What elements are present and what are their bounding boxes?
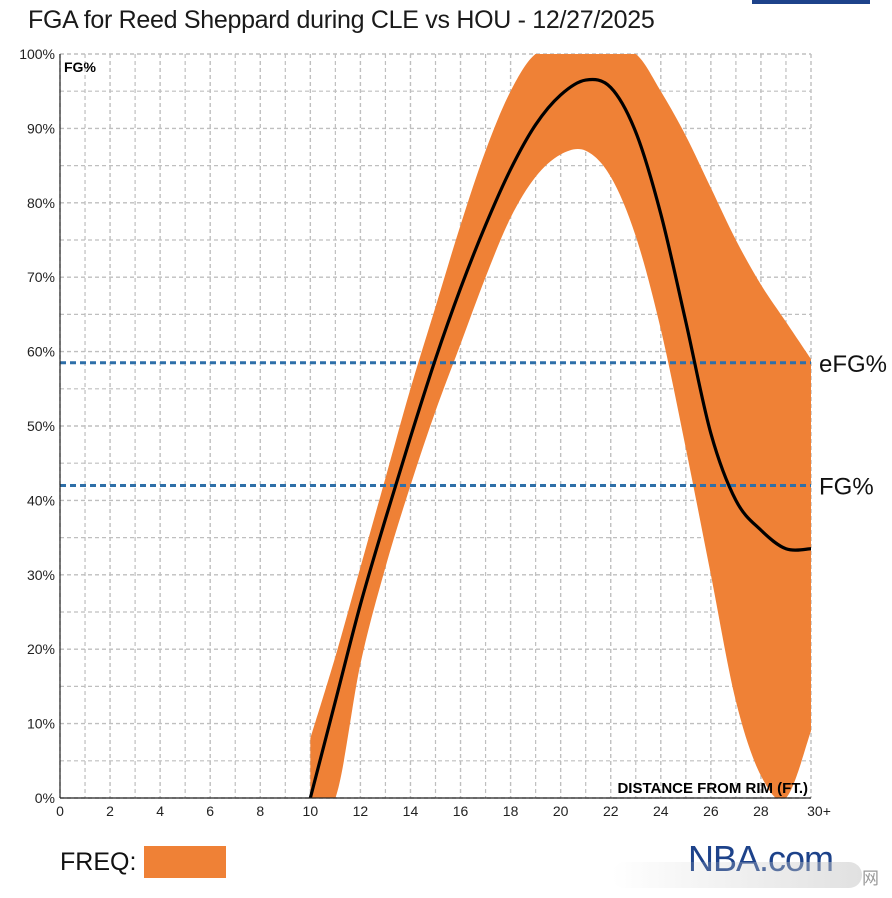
y-tick-label-7: 70% xyxy=(27,269,55,285)
chart-title: FGA for Reed Sheppard during CLE vs HOU … xyxy=(28,6,655,34)
watermark-text: 网 xyxy=(862,869,879,888)
fg-line-layer xyxy=(308,77,811,798)
x-tick-label-7: 14 xyxy=(403,803,419,819)
y-tick-label-4: 40% xyxy=(27,492,55,508)
x-tick-label-6: 12 xyxy=(353,803,369,819)
reference-lines: eFG% FG% xyxy=(60,351,887,501)
y-axis-label: FG% xyxy=(64,59,96,75)
y-tick-label-1: 10% xyxy=(27,716,55,732)
efg-reference-label: eFG% xyxy=(819,351,887,378)
x-tick-label-14: 28 xyxy=(753,803,769,819)
x-tick-label-3: 6 xyxy=(206,803,214,819)
x-tick-label-12: 24 xyxy=(653,803,669,819)
y-tick-label-9: 90% xyxy=(27,120,55,136)
x-tick-label-13: 26 xyxy=(703,803,719,819)
fg-line-0 xyxy=(308,77,811,798)
x-tick-label-1: 2 xyxy=(106,803,114,819)
y-tick-label-2: 20% xyxy=(27,641,55,657)
freq-band xyxy=(310,54,811,798)
x-tick-label-15: 30+ xyxy=(807,803,831,819)
x-tick-label-8: 16 xyxy=(453,803,469,819)
fg-reference-label: FG% xyxy=(819,474,874,501)
top-accent-bar xyxy=(752,0,870,4)
x-tick-label-5: 10 xyxy=(303,803,319,819)
y-tick-label-8: 80% xyxy=(27,195,55,211)
y-tick-label-6: 60% xyxy=(27,344,55,360)
x-tick-label-2: 4 xyxy=(156,803,164,819)
y-tick-label-0: 0% xyxy=(35,790,55,806)
y-tick-label-3: 30% xyxy=(27,567,55,583)
x-axis-label: DISTANCE FROM RIM (FT.) xyxy=(617,780,808,797)
legend-label: FREQ: xyxy=(60,847,137,876)
x-tick-label-0: 0 xyxy=(56,803,64,819)
freq-band-layer xyxy=(310,54,811,798)
y-tick-label-10: 100% xyxy=(19,46,55,62)
axes: 0 2 4 6 8 10 12 14 16 18 20 22 24 26 28 30+0%10%20%30%4… xyxy=(19,46,831,819)
y-tick-label-5: 50% xyxy=(27,418,55,434)
legend-swatch xyxy=(144,846,227,878)
x-tick-label-10: 20 xyxy=(553,803,569,819)
legend: FREQ: xyxy=(60,846,227,878)
x-tick-label-9: 18 xyxy=(503,803,519,819)
x-tick-label-11: 22 xyxy=(603,803,619,819)
watermark-bar xyxy=(612,862,862,888)
x-tick-label-4: 8 xyxy=(256,803,264,819)
